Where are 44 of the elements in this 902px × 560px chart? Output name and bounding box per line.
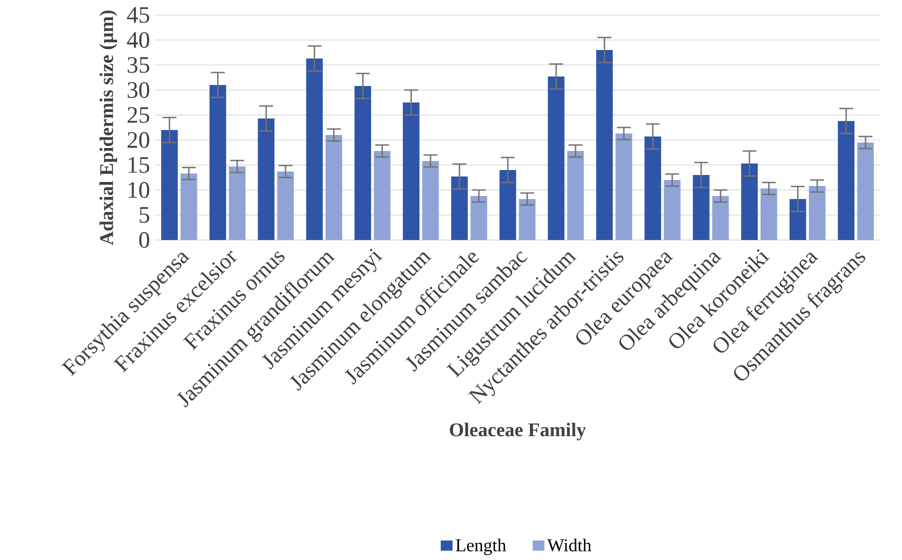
y-tick-label: 15 [128, 157, 150, 173]
bar [180, 174, 198, 240]
bar [664, 180, 680, 240]
y-tick-label: 40 [127, 32, 150, 48]
bar [712, 196, 729, 240]
y-tick-label: 30 [128, 82, 150, 98]
bar [838, 121, 854, 240]
bar [567, 151, 584, 240]
bar [596, 50, 613, 240]
bar [760, 188, 778, 240]
bar [258, 118, 274, 240]
bar [616, 134, 632, 240]
bar [692, 175, 710, 240]
bar [374, 151, 390, 240]
bar [161, 130, 178, 240]
bar [451, 176, 468, 240]
bar [548, 76, 564, 240]
y-tick-label: 5 [140, 207, 150, 223]
bar [790, 199, 806, 240]
legend-label: Length [456, 538, 506, 556]
bar [354, 86, 372, 240]
bar [402, 102, 420, 240]
bar [500, 170, 516, 240]
bar [422, 161, 439, 240]
bar [808, 186, 826, 240]
x-axis-title: Oleaceae Family [450, 422, 586, 440]
bar [228, 166, 246, 240]
legend-label: Width [547, 538, 592, 552]
y-tick-label: 10 [128, 182, 150, 198]
y-tick-label: 35 [128, 57, 150, 73]
y-tick-label: 25 [128, 107, 150, 123]
bar [741, 164, 758, 240]
y-tick-label: 20 [128, 132, 150, 148]
bar [326, 135, 342, 240]
bar [518, 199, 536, 240]
bar [644, 136, 662, 240]
y-tick-label: 45 [127, 7, 150, 23]
bar [857, 142, 874, 240]
bar [470, 196, 488, 240]
bar [210, 85, 226, 240]
y-tick-label: 0 [139, 232, 150, 248]
bar [306, 58, 323, 240]
bar [277, 172, 294, 240]
y-axis-title: Adaxial Epidermis size (µm) [100, 10, 118, 246]
